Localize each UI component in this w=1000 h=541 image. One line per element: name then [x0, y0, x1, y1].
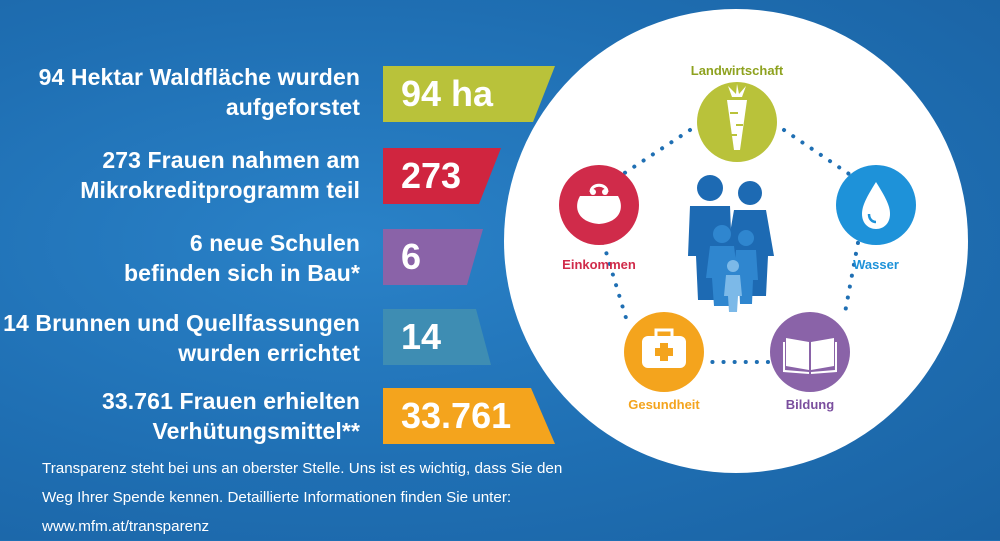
footer-note: Transparenz steht bei uns an oberster St… [42, 454, 582, 541]
cycle-svg: Landwirtschaft Wasser [504, 9, 968, 473]
medical-kit-icon [642, 328, 686, 368]
node-label: Landwirtschaft [691, 63, 784, 78]
stat-label: 14 Brunnen und Quellfassungen wurden err… [3, 310, 360, 366]
stat-value: 94 ha [401, 73, 494, 114]
stat-value: 273 [401, 155, 462, 196]
gesundheit-node: Gesundheit [624, 312, 704, 412]
dotted-connectors [598, 128, 862, 364]
stat-label: 33.761 Frauen erhielten Verhütungsmittel… [102, 388, 360, 444]
purse-icon [577, 183, 621, 224]
stat-label: 273 Frauen nahmen am Mikrokreditprogramm… [80, 147, 360, 203]
family-icon [688, 175, 774, 312]
stat-label: 94 Hektar Waldfläche wurden aufgeforstet [38, 64, 360, 120]
book-icon [783, 338, 837, 374]
footer-line: Weg Ihrer Spende kennen. Detaillierte In… [42, 489, 512, 506]
value-box-shape [383, 66, 555, 122]
node-label: Einkommen [562, 257, 636, 272]
wasser-node: Wasser [836, 165, 916, 272]
carrot-icon [727, 84, 747, 150]
value-box-shape [383, 388, 555, 444]
footer-line: Transparenz steht bei uns an oberster St… [42, 460, 563, 477]
stat-value: 14 [401, 316, 442, 357]
bildung-circle [770, 312, 850, 392]
value-box-shape [383, 309, 491, 365]
stat-value: 33.761 [401, 395, 512, 436]
node-label: Gesundheit [628, 397, 700, 412]
node-label: Bildung [786, 397, 834, 412]
bildung-node: Bildung [770, 312, 850, 412]
einkommen-node: Einkommen [559, 165, 639, 272]
node-label: Wasser [853, 257, 899, 272]
landwirtschaft-node: Landwirtschaft [691, 63, 784, 162]
footer-link[interactable]: www.mfm.at/transparenz [42, 518, 210, 535]
value-box-shape [383, 148, 501, 204]
stat-label: 6 neue Schulen befinden sich in Bau* [124, 230, 360, 286]
stat-value: 6 [401, 236, 422, 277]
value-box-shape [383, 229, 483, 285]
cycle-graphic: Landwirtschaft Wasser [500, 0, 1000, 540]
